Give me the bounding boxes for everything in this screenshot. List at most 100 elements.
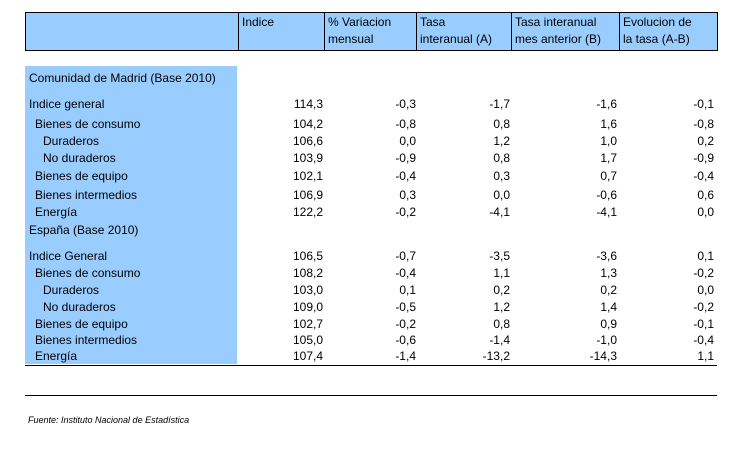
section-title-row: España (Base 2010): [0, 222, 733, 238]
table-row: No duraderos 109,0 -0,5 1,2 1,4 -0,2: [0, 299, 733, 315]
row-value: -0,9: [693, 151, 714, 165]
row-value: -3,5: [489, 249, 510, 263]
row-value: 0,3: [399, 188, 416, 202]
row-value: 0,6: [697, 188, 714, 202]
row-value: -1,0: [596, 333, 617, 347]
row-value: 0,0: [697, 205, 714, 219]
table-header: Indice % Variacion mensual Tasa interanu…: [25, 12, 718, 51]
table-row: Energía 107,4 -1,4 -13,2 -14,3 1,1: [0, 348, 733, 364]
table-row: Bienes de equipo 102,1 -0,4 0,3 0,7 -0,4: [0, 168, 733, 184]
row-label: Duraderos: [43, 134, 100, 148]
row-value: -0,2: [395, 317, 416, 331]
row-value: -13,2: [482, 349, 510, 363]
row-value: -0,9: [395, 151, 416, 165]
row-label: Indice General: [29, 249, 108, 263]
row-value: 1,7: [600, 151, 617, 165]
row-label: No duraderos: [43, 151, 116, 165]
row-value: 1,6: [600, 117, 617, 131]
header-tasa-mes-anterior: Tasa interanual mes anterior (B): [511, 13, 619, 50]
row-label: Bienes intermedios: [35, 333, 138, 347]
header-mes-anterior-line1: Tasa interanual: [515, 15, 597, 29]
row-value: -0,4: [693, 333, 714, 347]
row-value: 0,8: [493, 151, 510, 165]
table-row: Bienes intermedios 106,9 0,3 0,0 -0,6 0,6: [0, 187, 733, 203]
row-label: Bienes de equipo: [35, 317, 128, 331]
header-variacion-line1: % Variacion: [328, 15, 392, 29]
header-variacion-mensual: % Variacion mensual: [324, 13, 416, 50]
row-value: -0,4: [693, 169, 714, 183]
row-value: -1,6: [596, 97, 617, 111]
header-mes-anterior-line2: mes anterior (B): [515, 32, 602, 46]
row-value: -4,1: [489, 205, 510, 219]
row-value: -0,8: [395, 117, 416, 131]
row-value: -0,2: [395, 205, 416, 219]
row-value: 1,0: [600, 134, 617, 148]
row-value: 1,3: [600, 266, 617, 280]
row-value: -0,4: [395, 266, 416, 280]
row-value: 109,0: [292, 300, 323, 314]
row-value: -0,1: [693, 317, 714, 331]
row-value: 0,1: [399, 283, 416, 297]
table-row: Bienes de equipo 102,7 -0,2 0,8 0,9 -0,1: [0, 316, 733, 332]
header-evolucion-line2: la tasa (A-B): [623, 32, 690, 46]
row-value: 105,0: [292, 333, 323, 347]
header-variacion-line2: mensual: [328, 32, 374, 46]
row-value: 108,2: [292, 266, 323, 280]
row-value: 106,9: [292, 188, 323, 202]
row-value: 106,6: [292, 134, 323, 148]
row-value: 107,4: [292, 349, 323, 363]
row-value: 0,8: [493, 117, 510, 131]
row-value: 104,2: [292, 117, 323, 131]
table-bottom-rule: [25, 365, 717, 366]
row-value: -4,1: [596, 205, 617, 219]
section-title-spain: España (Base 2010): [29, 223, 139, 237]
table-row: Duraderos 106,6 0,0 1,2 1,0 0,2: [0, 133, 733, 149]
row-value: -0,7: [395, 249, 416, 263]
header-indice-text: Indice: [242, 15, 275, 29]
row-label: Bienes de consumo: [35, 117, 141, 131]
row-value: -0,5: [395, 300, 416, 314]
source-note: Fuente: Instituto Nacional de Estadístic…: [28, 415, 190, 425]
row-value: -0,2: [693, 266, 714, 280]
header-indice: Indice: [238, 13, 324, 50]
row-value: 0,8: [493, 317, 510, 331]
row-value: 0,0: [399, 134, 416, 148]
row-value: -0,8: [693, 117, 714, 131]
row-value: 0,7: [600, 169, 617, 183]
header-evolucion-line1: Evolucion de: [623, 15, 692, 29]
header-tasa-line1: Tasa: [420, 15, 446, 29]
row-value: -0,6: [596, 188, 617, 202]
label-column-background: [25, 66, 237, 364]
row-value: -14,3: [589, 349, 617, 363]
table-row: Indice General 106,5 -0,7 -3,5 -3,6 0,1: [0, 248, 733, 264]
row-label: Energía: [35, 349, 78, 363]
header-tasa-interanual: Tasa interanual (A): [416, 13, 511, 50]
row-value: 0,2: [600, 283, 617, 297]
row-value: 122,2: [292, 205, 323, 219]
row-value: -0,4: [395, 169, 416, 183]
row-label: Duraderos: [43, 283, 100, 297]
header-blank-cell: [26, 13, 239, 50]
row-value: 0,3: [493, 169, 510, 183]
row-value: -0,6: [395, 333, 416, 347]
table-row: Energía 122,2 -0,2 -4,1 -4,1 0,0: [0, 204, 733, 220]
row-value: 1,2: [493, 134, 510, 148]
footer-rule: [25, 395, 717, 396]
header-evolucion: Evolucion de la tasa (A-B): [619, 13, 717, 50]
row-value: -3,6: [596, 249, 617, 263]
row-value: 103,9: [292, 151, 323, 165]
row-value: 0,2: [493, 283, 510, 297]
row-value: 103,0: [292, 283, 323, 297]
header-tasa-line2: interanual (A): [420, 32, 493, 46]
row-label: Indice general: [29, 97, 105, 111]
row-value: 102,1: [292, 169, 323, 183]
row-value: 0,0: [493, 188, 510, 202]
row-value: 0,2: [697, 134, 714, 148]
row-value: 1,2: [493, 300, 510, 314]
row-value: -0,2: [693, 300, 714, 314]
row-value: 0,9: [600, 317, 617, 331]
row-value: 114,3: [293, 97, 323, 111]
row-value: -1,4: [489, 333, 510, 347]
table-row: Bienes intermedios 105,0 -0,6 -1,4 -1,0 -0,4: [0, 332, 733, 348]
row-label: No duraderos: [43, 300, 116, 314]
